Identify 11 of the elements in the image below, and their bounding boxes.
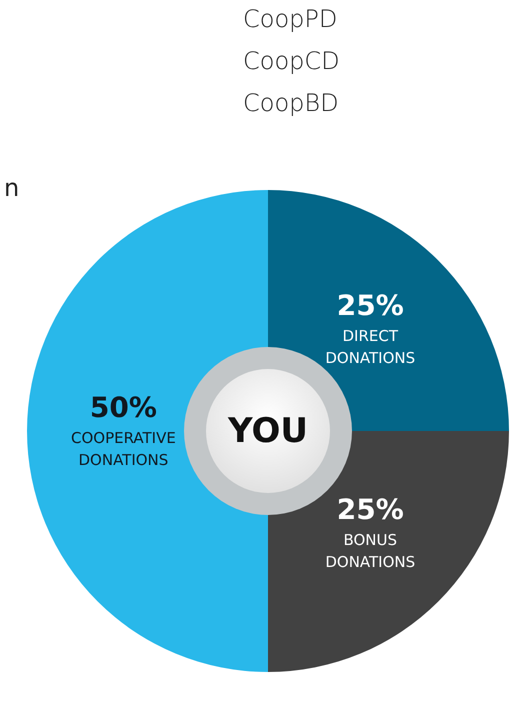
text: YOU (226, 411, 309, 451)
text: CoopBD (243, 89, 339, 117)
data-label: 25% (336, 288, 404, 322)
text: n (4, 174, 20, 202)
slice-label: BONUS DONATIONS (325, 531, 416, 572)
text: CoopPD (243, 5, 338, 33)
data-label: 25% (336, 493, 404, 526)
slice-label: COOPERATIVE DONATIONS (70, 429, 176, 469)
text: CoopCD (243, 47, 340, 75)
slice-label: DIRECT DONATIONS (325, 326, 416, 367)
data-label: 50% (90, 391, 157, 424)
